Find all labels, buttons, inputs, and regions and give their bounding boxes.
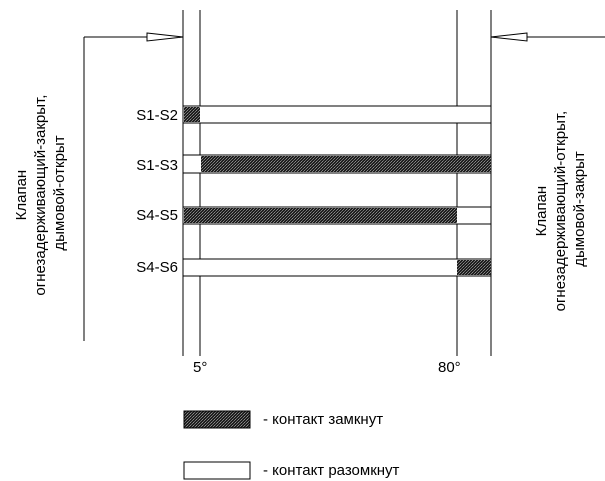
right-caption-line-3: дымовой-закрыт (571, 151, 588, 267)
arrow-right-icon (146, 32, 184, 42)
contact-label-s1-s3: S1-S3 (136, 157, 178, 174)
legend-closed-swatch (183, 410, 251, 429)
contact-closed-segment (184, 107, 200, 122)
tick-label-5deg: 5° (193, 359, 207, 376)
right-caption-line-2: огнезадерживающий-открыт, (552, 111, 569, 312)
left-caption: Клапан огнезадерживающий-закрыт, дымовой… (13, 90, 68, 295)
contact-row-s4-s6: S4-S6 (136, 258, 492, 277)
legend-open-swatch (183, 461, 251, 480)
contact-label-s4-s5: S4-S5 (136, 207, 178, 224)
contact-open-bar (182, 105, 492, 124)
left-caption-line-1: Клапан (13, 170, 30, 221)
contact-label-s4-s6: S4-S6 (136, 259, 178, 276)
right-caption: Клапан огнезадерживающий-открыт, дымовой… (533, 107, 588, 312)
contact-row-s4-s5: S4-S5 (136, 206, 492, 225)
legend: - контакт замкнут - контакт разомкнут (183, 410, 400, 480)
legend-closed-label: - контакт замкнут (263, 411, 383, 428)
right-caption-line-1: Клапан (533, 186, 550, 237)
contact-closed-segment (201, 156, 491, 172)
legend-open-label: - контакт разомкнут (263, 462, 400, 479)
contact-open-bar (182, 258, 492, 277)
left-caption-line-3: дымовой-открыт (51, 135, 68, 250)
contact-row-s1-s3: S1-S3 (136, 154, 492, 174)
contact-row-s1-s2: S1-S2 (136, 105, 492, 124)
contact-closed-segment (457, 260, 491, 275)
tick-label-80deg: 80° (438, 359, 461, 376)
contact-label-s1-s2: S1-S2 (136, 107, 178, 124)
contact-closed-segment (184, 208, 457, 223)
arrow-left-icon (490, 32, 528, 42)
left-caption-line-2: огнезадерживающий-закрыт, (32, 95, 49, 296)
